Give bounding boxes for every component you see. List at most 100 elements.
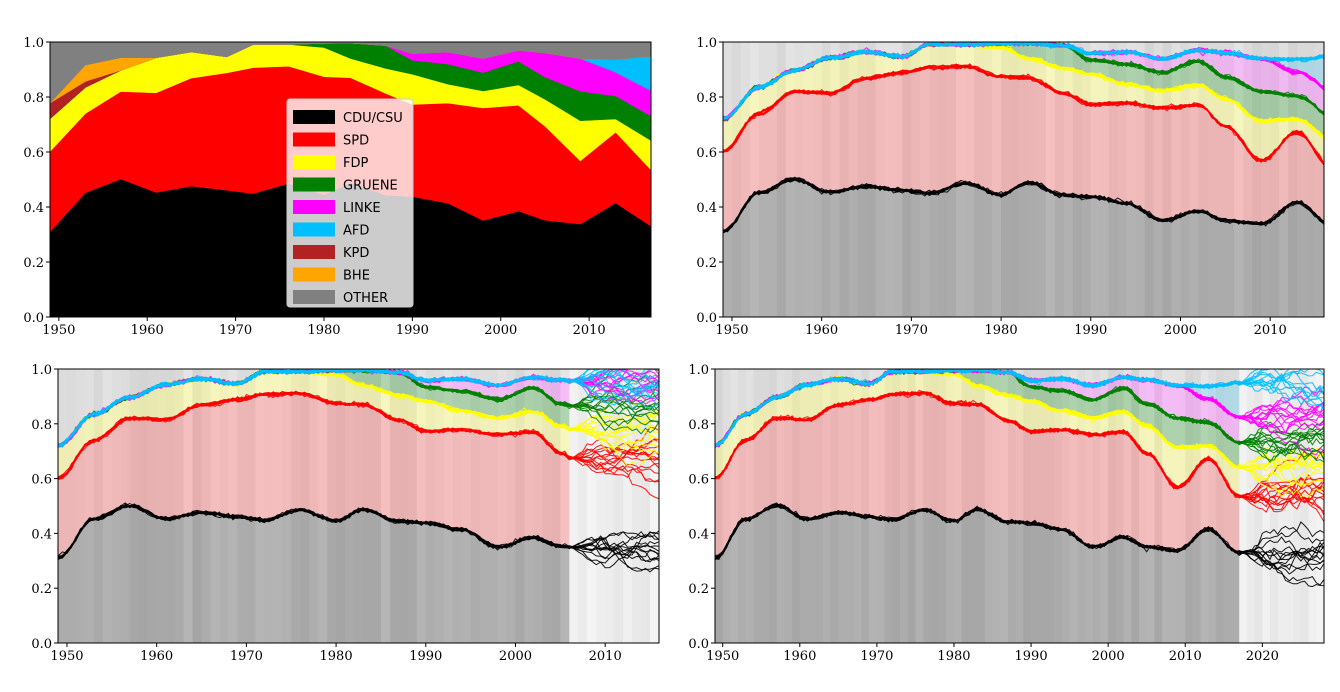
year-stripe [614, 369, 624, 643]
year-stripe [623, 369, 633, 643]
band-fdp [723, 44, 1324, 165]
year-stripe [1308, 369, 1317, 643]
x-tick-label: 1960 [783, 649, 816, 664]
y-tick-label: 0.6 [31, 473, 52, 488]
chart-top-right: 1950 1960 1970 1980 1990 2000 2010 0.0 0.2 0.4 0.6… [696, 36, 1325, 338]
x-tick-label: 1960 [140, 649, 173, 664]
sample-lines [57, 368, 660, 573]
x-tick-label: 1980 [985, 323, 1018, 338]
sample-line-cdu-csu [714, 504, 1325, 586]
year-stripe [632, 369, 642, 643]
x-tick-label: 1950 [706, 649, 739, 664]
y-tick-label: 1.0 [696, 36, 717, 51]
year-stripe [587, 369, 597, 643]
sample-line-afd [57, 368, 660, 446]
plot-frame [722, 41, 1325, 318]
y-tick-label: 0.0 [688, 637, 709, 652]
legend-label: BHE [343, 269, 370, 284]
band-other [58, 369, 570, 446]
sample-line-spd [57, 392, 660, 479]
year-stripe [1277, 369, 1286, 643]
y-tick-label: 1.0 [23, 36, 44, 51]
legend-swatch [293, 245, 335, 259]
legend-swatch [293, 155, 335, 169]
y-tick-label: 0.0 [31, 637, 52, 652]
y-tick-label: 0.2 [688, 582, 709, 597]
year-stripe [596, 369, 606, 643]
y-tick-label: 0.8 [696, 91, 717, 106]
legend-label: FDP [343, 156, 368, 171]
y-tick-label: 0.0 [696, 311, 717, 326]
sample-line-spd [722, 64, 1325, 166]
y-tick-label: 1.0 [688, 363, 709, 378]
chart-top-left: 1950 1960 1970 1980 1990 2000 2010 0.0 0.2 0.4 0.6… [23, 36, 652, 338]
x-tick-label: 1990 [396, 323, 429, 338]
band-linke [715, 370, 1240, 446]
sample-lines [714, 368, 1325, 588]
year-stripe [1246, 369, 1256, 643]
x-tick-label: 1960 [131, 323, 164, 338]
legend-label: CDU/CSU [343, 111, 403, 126]
x-tick-label: 2000 [1092, 649, 1125, 664]
band-other [723, 42, 1324, 119]
x-tick-label: 1950 [50, 649, 83, 664]
legend-swatch [293, 200, 335, 214]
x-tick-label: 2000 [484, 323, 517, 338]
y-tick-label: 0.2 [696, 256, 717, 271]
x-tick-label: 2010 [1254, 323, 1287, 338]
x-tick-label: 1970 [219, 323, 252, 338]
year-stripe [1254, 369, 1263, 643]
x-tick-label: 2010 [589, 649, 622, 664]
year-stripe [569, 369, 579, 643]
sample-line-afd [714, 368, 1325, 446]
legend-label: SPD [343, 134, 369, 149]
legend-label: AFD [343, 224, 369, 239]
sample-line-afd [714, 368, 1324, 445]
y-tick-label: 0.0 [23, 311, 44, 326]
legend-swatch [293, 177, 335, 192]
legend-label: KPD [343, 246, 369, 261]
y-tick-label: 0.6 [688, 473, 709, 488]
chart-bottom-right: 1950 1960 1970 1980 1990 2000 2010 2020 0.0 0.2 0.… [688, 363, 1325, 664]
band-linke [723, 43, 1324, 119]
x-tick-label: 2010 [573, 323, 606, 338]
plot-frame [49, 41, 652, 318]
legend-swatch [293, 110, 335, 124]
y-tick-label: 0.8 [688, 418, 709, 433]
sample-line-spd [722, 64, 1325, 164]
sample-line-cdu-csu [57, 503, 660, 559]
sample-line-afd [722, 41, 1325, 120]
x-tick-label: 2010 [1169, 649, 1202, 664]
x-tick-label: 1950 [42, 323, 75, 338]
year-stripe [1293, 369, 1302, 643]
legend-swatch [293, 267, 335, 282]
x-tick-label: 1970 [895, 323, 928, 338]
x-tick-label: 1990 [1074, 323, 1107, 338]
y-tick-label: 1.0 [31, 363, 52, 378]
year-stripe [578, 369, 588, 643]
y-tick-label: 0.4 [688, 527, 709, 542]
legend-label: OTHER [343, 291, 388, 306]
x-tick-label: 1970 [860, 649, 893, 664]
x-tick-label: 1970 [230, 649, 263, 664]
band-other [715, 369, 1240, 446]
plot-frame [57, 368, 660, 644]
x-tick-label: 2000 [499, 649, 532, 664]
band-cdu-csu [723, 178, 1324, 317]
legend: CDU/CSU SPD FDP GRUENE LINKE AFD KPD BHE OTHER [286, 98, 414, 308]
sample-lines [722, 41, 1325, 234]
y-tick-label: 0.6 [23, 146, 44, 161]
sample-line-spd [714, 392, 1325, 500]
sample-line-afd [722, 41, 1325, 120]
x-tick-label: 1980 [307, 323, 340, 338]
y-tick-label: 0.6 [696, 146, 717, 161]
x-tick-label: 1950 [715, 323, 748, 338]
y-tick-label: 0.4 [31, 527, 52, 542]
y-tick-label: 0.2 [31, 582, 52, 597]
legend-label: GRUENE [343, 179, 398, 194]
legend-swatch [293, 290, 335, 304]
x-tick-label: 1960 [805, 323, 838, 338]
legend-label: LINKE [343, 201, 381, 216]
x-tick-label: 1990 [409, 649, 442, 664]
